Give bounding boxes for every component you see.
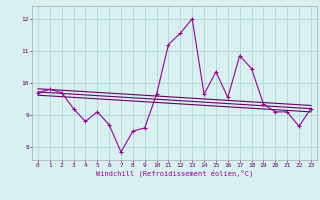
X-axis label: Windchill (Refroidissement éolien,°C): Windchill (Refroidissement éolien,°C) xyxy=(96,169,253,177)
